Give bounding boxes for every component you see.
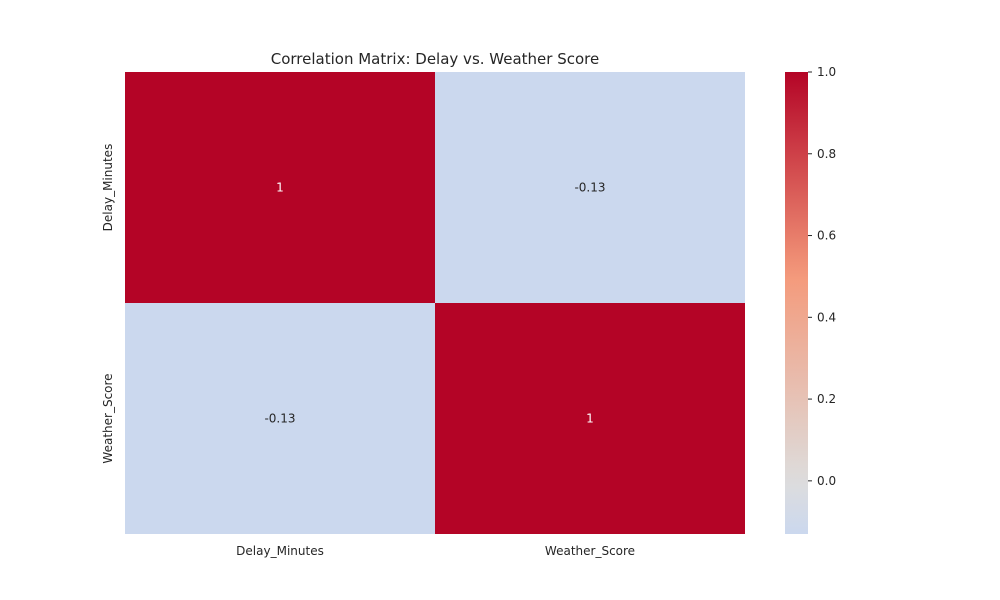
colorbar-tick-label: 0.2 xyxy=(817,392,836,406)
cell-label: 1 xyxy=(276,181,284,195)
heatmap-cell xyxy=(435,72,745,303)
colorbar-tick-label: 0.0 xyxy=(817,474,836,488)
colorbar-tick-label: 1.0 xyxy=(817,65,836,79)
y-tick-labels: Delay_Minutes Weather_Score xyxy=(101,144,115,464)
heatmap-cell xyxy=(125,72,435,303)
heatmap-cells: 1 -0.13 -0.13 1 xyxy=(125,72,745,534)
cell-label: -0.13 xyxy=(574,181,605,195)
heatmap-cell xyxy=(435,303,745,534)
y-tick-label: Weather_Score xyxy=(101,373,115,463)
colorbar-tick-label: 0.4 xyxy=(817,310,836,324)
cell-label: -0.13 xyxy=(264,412,295,426)
y-tick-label: Delay_Minutes xyxy=(101,144,115,232)
heatmap-cell xyxy=(125,303,435,534)
x-tick-label: Delay_Minutes xyxy=(236,544,324,558)
colorbar-tick-label: 0.8 xyxy=(817,147,836,161)
x-tick-labels: Delay_Minutes Weather_Score xyxy=(236,544,635,558)
colorbar-gradient xyxy=(785,72,808,534)
x-tick-label: Weather_Score xyxy=(545,544,635,558)
colorbar: 0.0 0.2 0.4 0.6 0.8 1.0 xyxy=(785,65,836,534)
colorbar-tick-label: 0.6 xyxy=(817,229,836,243)
chart-title: Correlation Matrix: Delay vs. Weather Sc… xyxy=(271,50,599,68)
cell-label: 1 xyxy=(586,412,594,426)
